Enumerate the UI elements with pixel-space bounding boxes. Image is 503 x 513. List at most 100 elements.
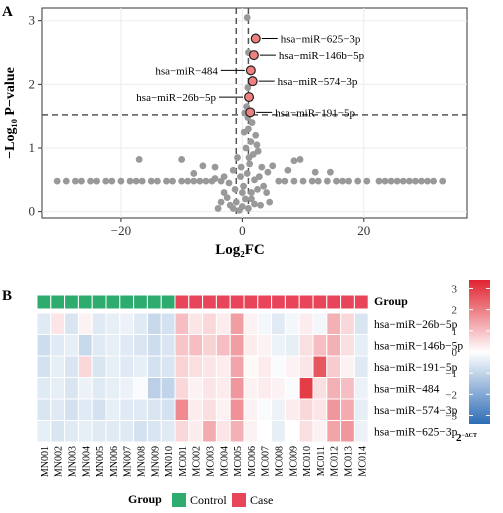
heatmap-cell xyxy=(243,312,259,335)
heatmap-cell xyxy=(119,420,135,443)
heatmap-cell xyxy=(174,312,190,335)
scatter-point xyxy=(238,189,246,196)
heatmap-cell xyxy=(326,377,342,400)
scatter-point xyxy=(169,177,176,185)
legend-label-case: Case xyxy=(250,493,273,507)
highlighted-point xyxy=(247,76,258,87)
scatter-point xyxy=(339,177,346,185)
heatmap-cell xyxy=(119,312,135,335)
heatmap-cell xyxy=(160,377,176,400)
heatmap-cell xyxy=(119,377,135,400)
heatmap-cell xyxy=(36,420,52,443)
heatmap-cell xyxy=(284,420,300,443)
heatmap-cell xyxy=(174,377,190,400)
colorbar-tick-label: 1 xyxy=(452,326,458,338)
group-cell xyxy=(215,294,231,310)
heatmap-cell xyxy=(105,334,121,357)
heatmap-cell xyxy=(284,312,300,335)
heatmap-cell xyxy=(284,398,300,421)
heatmap-cell xyxy=(36,377,52,400)
scatter-point xyxy=(229,166,237,174)
scatter-point xyxy=(354,177,362,185)
group-cell xyxy=(243,294,259,310)
group-cell xyxy=(146,294,162,310)
heatmap-cell xyxy=(243,398,259,421)
scatter-point xyxy=(232,198,240,206)
heatmap-cell xyxy=(64,312,79,335)
column-label: MN005 xyxy=(95,446,106,477)
group-cell xyxy=(298,294,314,310)
scatter-point xyxy=(252,131,260,139)
scatter-point xyxy=(238,203,246,210)
group-cell xyxy=(312,294,328,310)
scatter-point xyxy=(405,177,413,185)
scatter-point xyxy=(264,168,272,176)
heatmap-cell xyxy=(353,312,369,335)
heatmap-cell xyxy=(312,334,328,357)
row-label: hsa−miR−484 xyxy=(374,383,440,395)
scatter-point xyxy=(245,205,252,212)
heatmap-cell xyxy=(77,312,93,335)
column-label: MC011 xyxy=(316,446,327,476)
heatmap-cell xyxy=(188,420,204,443)
heatmap-cell xyxy=(50,420,66,443)
x-tick-label: 20 xyxy=(357,223,370,238)
heatmap-cell xyxy=(160,355,176,378)
heatmap-cell xyxy=(202,334,217,357)
point-label: hsa−miR−484 xyxy=(155,65,218,77)
scatter-point xyxy=(281,177,289,185)
heatmap-cell xyxy=(257,420,273,443)
heatmap-cell xyxy=(50,355,66,378)
scatter-point xyxy=(93,177,101,185)
scatter-point xyxy=(430,177,438,185)
column-label: MC010 xyxy=(302,446,313,477)
heatmap-cell xyxy=(298,377,314,400)
scatter-point xyxy=(78,177,85,185)
scatter-point xyxy=(231,185,239,193)
scatter-point xyxy=(126,177,134,185)
colorbar-title: 2−ΔCT xyxy=(456,432,477,444)
column-label: MC002 xyxy=(192,446,203,477)
column-label: MN004 xyxy=(81,446,92,477)
column-label: MN001 xyxy=(40,446,51,477)
x-axis-label: Log₂FC xyxy=(215,242,265,258)
highlighted-point xyxy=(245,107,256,118)
scatter-point xyxy=(245,154,253,161)
heatmap-cell xyxy=(91,398,107,421)
scatter-point xyxy=(418,177,425,185)
group-cell xyxy=(271,294,286,310)
scatter-point xyxy=(290,177,298,185)
heatmap-cell xyxy=(119,398,135,421)
colorbar-tick-label: −2 xyxy=(445,389,457,401)
heatmap-cell xyxy=(312,312,328,335)
heatmap-cell xyxy=(312,398,328,421)
heatmap-cell xyxy=(326,355,342,378)
scatter-point xyxy=(387,177,395,185)
scatter-point xyxy=(266,198,274,206)
legend-label-control: Control xyxy=(190,493,227,507)
scatter-point xyxy=(163,177,170,185)
heatmap-cell xyxy=(188,398,204,421)
legend-title: Group xyxy=(128,492,162,506)
heatmap-cell xyxy=(77,420,93,443)
heatmap-cell xyxy=(257,334,273,357)
heatmap-cell xyxy=(119,334,135,357)
heatmap-cell xyxy=(64,355,79,378)
scatter-point xyxy=(439,177,447,185)
point-label: hsa−miR−625−3p xyxy=(281,34,361,46)
column-label: MN009 xyxy=(150,446,161,477)
heatmap-cell xyxy=(160,312,176,335)
scatter-point xyxy=(251,200,258,208)
heatmap-cell xyxy=(188,312,204,335)
heatmap-cell xyxy=(353,334,369,357)
heatmap-cell xyxy=(312,420,328,443)
group-cell xyxy=(340,294,355,310)
point-label: hsa−miR−26b−5p xyxy=(136,92,216,104)
heatmap-cell xyxy=(160,398,176,421)
heatmap-cell xyxy=(257,377,273,400)
heatmap-cell xyxy=(36,398,52,421)
heatmap-cell xyxy=(298,420,314,443)
scatter-point xyxy=(178,156,186,163)
highlighted-mirnas: hsa−miR−625−3p hsa−miR−146b−5p hsa−miR−484… xyxy=(136,33,365,119)
heatmap-cell xyxy=(215,312,231,335)
